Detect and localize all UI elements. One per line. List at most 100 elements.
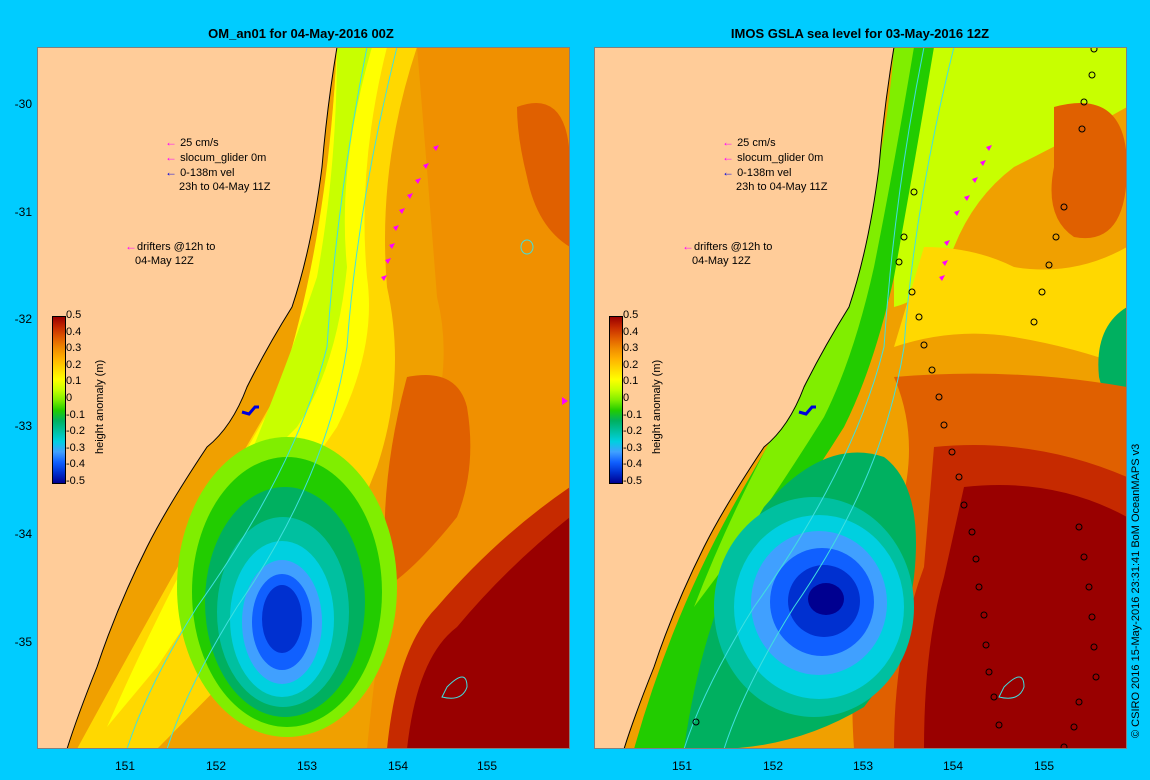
drifter-arrow-icon: ←: [682, 239, 694, 253]
land-mass: [37, 47, 338, 749]
observation-point: [1030, 318, 1038, 326]
observation-point: [990, 693, 998, 701]
observation-point: [908, 288, 916, 296]
observation-point: [1070, 723, 1078, 731]
observation-point: [1060, 743, 1068, 749]
velocity-arrow-icon: ←: [722, 165, 734, 179]
colorbar-tick-label: -0.4: [66, 458, 85, 471]
drifter-arrow: [562, 397, 568, 405]
colorbar-tick-label: -0.3: [66, 441, 85, 454]
observation-point: [692, 718, 700, 726]
drifter-arrow: [415, 178, 421, 184]
warm-region: [384, 375, 471, 587]
y-tick-label: -34: [14, 527, 32, 541]
colorbar-tick-label: -0.1: [66, 408, 85, 421]
warm-core: [924, 485, 1127, 749]
drifter-arrow: [399, 208, 405, 214]
observation-point: [915, 313, 923, 321]
x-tick-label: 151: [114, 759, 136, 773]
observation-point: [1090, 643, 1098, 651]
bathymetry-contour: [126, 47, 368, 749]
observation-point: [1052, 233, 1060, 241]
drifters-time: 04-May 12Z: [692, 255, 751, 267]
velocity-legend: ← 25 cm/s ← slocum_glider 0m ← 0-138m ve…: [722, 135, 828, 194]
colorbar-tick-label: -0.5: [66, 475, 85, 487]
colorbar-strip: [609, 316, 623, 484]
velocity-legend: ← 25 cm/s ← slocum_glider 0m ← 0-138m ve…: [165, 135, 271, 194]
x-tick-label: 152: [762, 759, 784, 773]
y-tick-label: -35: [14, 635, 32, 649]
colorbar-title: height anomaly (m): [94, 359, 106, 454]
colorbar-tick-label: 0.3: [66, 342, 82, 355]
observation-point: [1092, 673, 1100, 681]
right-panel-title: IMOS GSLA sea level for 03-May-2016 12Z: [730, 26, 990, 41]
drifter-arrow: [986, 145, 992, 151]
warm-region: [1051, 103, 1127, 239]
observation-point: [1075, 698, 1083, 706]
colorbar-tick-label: 0.5: [623, 309, 639, 321]
drifter-arrow: [393, 225, 399, 231]
bathymetry-contour: [441, 676, 468, 699]
colorbar-tick-label: 0.4: [66, 325, 82, 338]
observation-point: [910, 188, 918, 196]
observation-point: [928, 366, 936, 374]
observation-points: [692, 47, 1100, 749]
observation-point: [972, 555, 980, 563]
colorbar-tick-label: -0.2: [66, 425, 85, 438]
colorbar-strip: [52, 316, 66, 484]
observation-point: [975, 583, 983, 591]
drifter-arrow: [964, 195, 970, 201]
colorbar-tick-label: -0.4: [623, 458, 642, 471]
cold-eddy: [262, 585, 302, 653]
observation-point: [982, 641, 990, 649]
scale-label: 25 cm/s: [737, 137, 776, 149]
colorbar-tick-label: 0.5: [66, 309, 82, 321]
y-tick-label: -31: [14, 205, 32, 219]
observation-point: [980, 611, 988, 619]
time-label: 23h to 04-May 11Z: [736, 181, 828, 193]
observation-point: [1080, 98, 1088, 106]
observation-point: [1080, 553, 1088, 561]
observation-point: [995, 721, 1003, 729]
colorbar-tick-label: 0.1: [623, 375, 639, 388]
observation-point: [935, 393, 943, 401]
colorbar-tick-label: -0.5: [623, 475, 642, 487]
drifter-arrow: [381, 275, 387, 281]
velocity-label: 0-138m vel: [737, 167, 792, 179]
drifter-arrow: [423, 163, 429, 169]
drifters-time: 04-May 12Z: [135, 255, 194, 267]
observation-point: [955, 473, 963, 481]
colorbar-tick-label: -0.1: [623, 408, 642, 421]
bathymetry-contour: [520, 239, 534, 255]
x-tick-label: 153: [296, 759, 318, 773]
bathymetry-contour: [683, 47, 925, 749]
colorbar-tick-label: 0.4: [623, 325, 639, 338]
left-map-panel: ← 25 cm/s ← slocum_glider 0m ← 0-138m ve…: [37, 47, 570, 749]
colorbar-tick-label: -0.3: [623, 441, 642, 454]
bathymetry-contour: [998, 676, 1025, 699]
colorbar-tick-label: 0: [66, 392, 73, 404]
map-frame: [594, 47, 1127, 749]
colorbar-tick-label: 0: [623, 392, 630, 404]
left-map-canvas: [37, 47, 570, 749]
bathymetry-contour: [723, 47, 955, 749]
drifters-label: drifters @12h to: [694, 241, 773, 253]
observation-point: [1088, 613, 1096, 621]
map-frame: [37, 47, 570, 749]
drifter-arrows: [939, 145, 992, 281]
drifter-arrow: [939, 275, 945, 281]
x-tick-label: 152: [205, 759, 227, 773]
drifter-arrow: [407, 193, 413, 199]
observation-point: [1078, 125, 1086, 133]
colorbar-tick-label: -0.2: [623, 425, 642, 438]
y-tick-label: -30: [14, 97, 32, 111]
glider-track: [798, 405, 816, 416]
land-mass: [594, 47, 895, 749]
observation-point: [1090, 47, 1098, 53]
x-tick-label: 151: [671, 759, 693, 773]
drifter-arrow: [972, 177, 978, 183]
x-tick-label: 155: [1033, 759, 1055, 773]
scale-label: 25 cm/s: [180, 137, 219, 149]
shelf-band: [107, 47, 387, 727]
y-tick-label: -32: [14, 312, 32, 326]
